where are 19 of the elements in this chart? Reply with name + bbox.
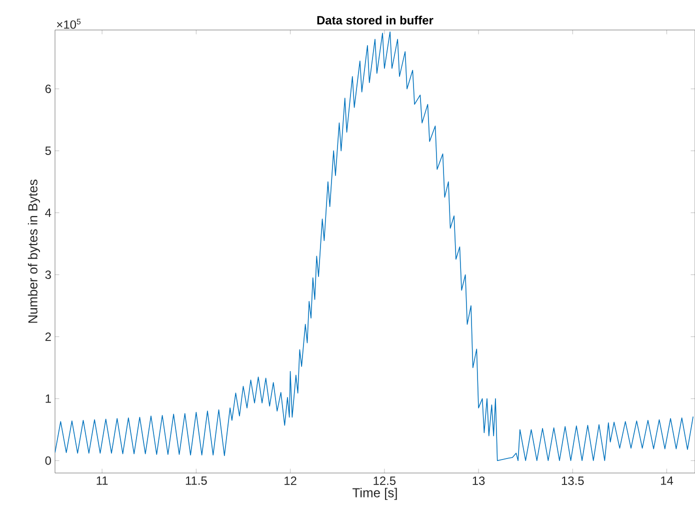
y-tick-label: 6 bbox=[45, 84, 51, 94]
line-series bbox=[55, 31, 694, 462]
x-tick-label: 12.5 bbox=[374, 476, 396, 485]
x-axis-title: Time [s] bbox=[352, 488, 397, 500]
chart-title: Data stored in buffer bbox=[317, 16, 434, 24]
x-tick-label: 13 bbox=[472, 476, 485, 485]
y-tick-label: 1 bbox=[46, 394, 51, 403]
x-tick-label: 12 bbox=[284, 476, 296, 485]
y-tick-label: 3 bbox=[45, 270, 51, 279]
x-tick-label: 14 bbox=[661, 476, 674, 485]
x-tick-label: 13.5 bbox=[562, 476, 584, 485]
x-tick-label: 11 bbox=[96, 476, 108, 485]
y-tick-label: 0 bbox=[45, 456, 52, 465]
y-tick-label: 5 bbox=[45, 146, 51, 155]
y-tick-label: 4 bbox=[45, 208, 52, 217]
x-tick-label: 11.5 bbox=[186, 476, 207, 485]
y-tick-label: 2 bbox=[45, 332, 51, 341]
y-axis-title: Number of bytes in Bytes bbox=[28, 180, 40, 323]
text: ×10$^{5}$ bbox=[57, 18, 81, 29]
